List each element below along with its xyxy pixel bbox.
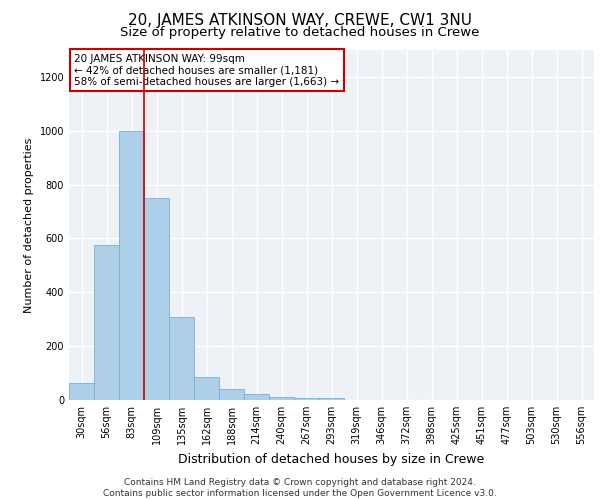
Bar	[194, 377, 219, 400]
Text: Contains HM Land Registry data © Crown copyright and database right 2024.
Contai: Contains HM Land Registry data © Crown c…	[103, 478, 497, 498]
Bar	[244, 394, 269, 400]
Bar	[69, 382, 94, 400]
Bar	[169, 316, 194, 400]
X-axis label: Distribution of detached houses by size in Crewe: Distribution of detached houses by size …	[178, 452, 485, 466]
Y-axis label: Number of detached properties: Number of detached properties	[24, 138, 34, 312]
Bar	[119, 131, 144, 400]
Bar	[294, 398, 319, 400]
Bar	[319, 398, 344, 400]
Text: 20 JAMES ATKINSON WAY: 99sqm
← 42% of detached houses are smaller (1,181)
58% of: 20 JAMES ATKINSON WAY: 99sqm ← 42% of de…	[74, 54, 340, 86]
Bar	[94, 245, 119, 400]
Text: Size of property relative to detached houses in Crewe: Size of property relative to detached ho…	[121, 26, 479, 39]
Text: 20, JAMES ATKINSON WAY, CREWE, CW1 3NU: 20, JAMES ATKINSON WAY, CREWE, CW1 3NU	[128, 12, 472, 28]
Bar	[219, 389, 244, 400]
Bar	[269, 397, 294, 400]
Bar	[144, 198, 169, 400]
